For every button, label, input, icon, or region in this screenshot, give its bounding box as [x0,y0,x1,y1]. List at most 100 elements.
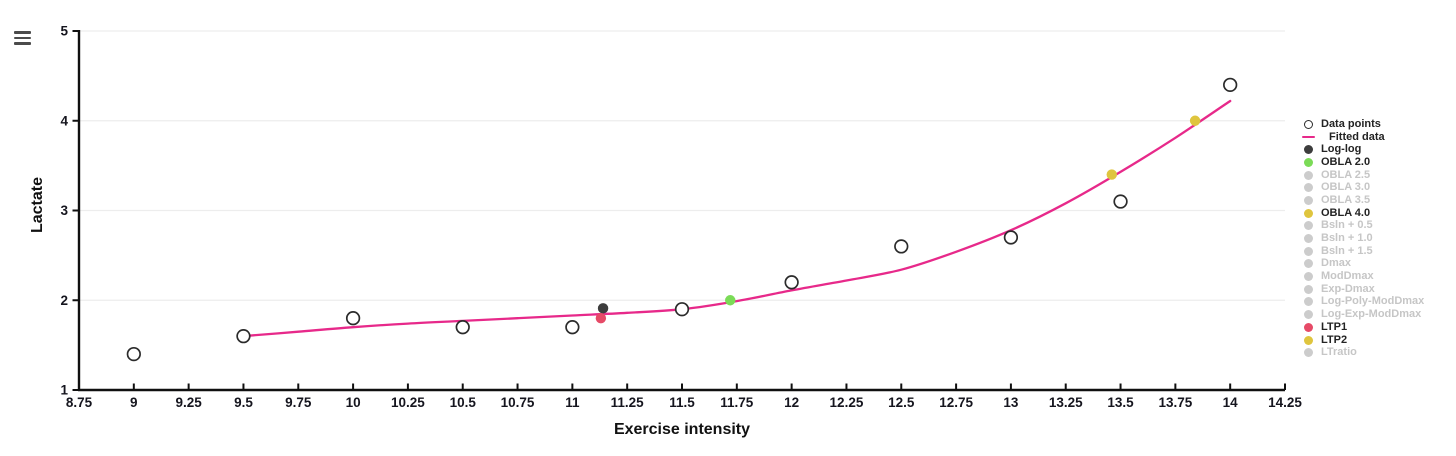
x-tick-label: 8.75 [66,395,93,410]
x-tick-label: 13 [1003,395,1019,410]
legend-item-log-log[interactable]: Log-log [1304,143,1424,156]
fitted-curve [242,99,1232,338]
legend-marker-bsln-1-5 [1304,246,1313,256]
x-tick-label: 13.75 [1158,395,1192,410]
legend-marker-bsln-1-0 [1304,234,1313,244]
legend-label: OBLA 3.5 [1321,193,1371,206]
data-point[interactable] [126,346,141,362]
threshold-markers [595,115,1201,324]
data-point[interactable] [455,320,470,335]
x-axis-ticks: 8.75 9 9.25 9.5 9.75 10 10.25 10.5 10.75 11 11.25 1… [66,383,1302,410]
data-point[interactable] [674,302,690,317]
hamburger-bar [14,36,31,40]
legend-item-dmax[interactable]: Dmax [1304,258,1424,271]
y-tick-label: 1 [60,383,68,398]
legend-marker-bsln-0-5 [1304,221,1313,231]
marker-log-log[interactable] [597,303,609,314]
x-tick-label: 12.75 [939,395,973,410]
chart-context-menu-icon[interactable] [14,31,32,45]
legend-item-bsln-0-5[interactable]: Bsln + 0.5 [1304,220,1424,233]
legend-label: OBLA 4.0 [1321,206,1371,219]
x-tick-label: 12 [784,395,799,410]
legend-item-obla-2-0[interactable]: OBLA 2.0 [1304,156,1424,169]
legend-item-obla-4-0[interactable]: OBLA 4.0 [1304,207,1424,220]
x-axis-title: Exercise intensity [613,421,751,438]
y-tick-label: 3 [60,203,68,218]
x-tick-label: 10.5 [450,395,477,410]
y-tick-label: 2 [60,293,68,308]
legend-marker-data-points [1304,119,1313,129]
legend-item-exp-dmax[interactable]: Exp-Dmax [1304,283,1424,296]
data-point[interactable] [784,275,799,290]
x-tick-label: 12.5 [888,395,915,410]
legend-marker-dmax [1304,259,1313,269]
marker-obla-2-0[interactable] [725,295,736,306]
legend-marker-ltratio [1304,348,1313,358]
x-tick-label: 10.75 [501,395,535,410]
x-tick-label: 11 [565,395,580,410]
data-point[interactable] [565,320,580,335]
legend-marker-log-poly-moddmax [1304,297,1313,307]
x-tick-label: 10.25 [391,395,425,410]
x-tick-label: 9.75 [285,395,312,410]
legend-item-bsln-1-5[interactable]: Bsln + 1.5 [1304,245,1424,258]
y-tick-label: 5 [60,24,68,39]
legend-label: Data points [1321,117,1381,130]
legend-item-ltratio[interactable]: LTratio [1304,346,1424,359]
x-tick-label: 10 [346,395,361,410]
legend-item-ltp2[interactable]: LTP2 [1304,334,1424,347]
data-point[interactable] [894,239,909,254]
gridlines [79,30,1285,301]
legend-label: Log-Poly-ModDmax [1321,295,1425,308]
x-tick-label: 9.25 [175,395,202,410]
legend-label: Exp-Dmax [1321,282,1375,295]
legend-item-obla-3-0[interactable]: OBLA 3.0 [1304,181,1424,194]
legend-item-bsln-1-0[interactable]: Bsln + 1.0 [1304,232,1424,245]
y-axis-ticks: 1 2 3 4 5 [60,24,79,398]
legend-label: Bsln + 1.5 [1321,244,1373,257]
legend-label: ModDmax [1321,270,1374,283]
legend-label: Fitted data [1329,130,1385,143]
data-points [126,77,1238,362]
legend-item-log-poly-moddmax[interactable]: Log-Poly-ModDmax [1304,296,1424,309]
x-tick-label: 14 [1223,395,1239,410]
legend-item-data-points[interactable]: Data points [1304,118,1424,131]
legend-item-ltp1[interactable]: LTP1 [1304,321,1424,334]
legend-marker-log-exp-moddmax [1304,310,1313,320]
y-tick-label: 4 [60,113,68,128]
legend-marker-moddmax [1304,272,1313,282]
legend-item-log-exp-moddmax[interactable]: Log-Exp-ModDmax [1304,308,1424,321]
x-tick-label: 9.5 [234,395,253,410]
legend-item-obla-2-5[interactable]: OBLA 2.5 [1304,169,1424,182]
legend-marker-log-log [1304,145,1313,155]
x-tick-label: 13.5 [1107,395,1134,410]
legend-marker-ltp1 [1304,322,1313,332]
legend: Data points Fitted data Log-log OBLA 2.0 OBL… [1302,118,1424,359]
data-point[interactable] [1223,77,1238,92]
marker-obla-4-0[interactable] [1189,115,1201,126]
legend-marker-obla-2-5 [1304,170,1313,180]
legend-label: OBLA 3.0 [1321,181,1371,194]
hamburger-bar [14,31,31,34]
legend-marker-obla-3-0 [1304,183,1313,193]
legend-item-moddmax[interactable]: ModDmax [1304,270,1424,283]
legend-label: LTP1 [1321,320,1348,333]
legend-marker-obla-3-5 [1304,195,1313,205]
legend-item-fitted-data[interactable]: Fitted data [1302,130,1424,144]
data-point[interactable] [236,329,251,344]
legend-label: OBLA 2.5 [1321,168,1371,181]
marker-ltp2[interactable] [1106,169,1117,180]
data-point[interactable] [1003,230,1019,245]
x-tick-label: 12.25 [830,395,864,410]
x-tick-label: 14.25 [1268,395,1302,410]
legend-label: OBLA 2.0 [1321,155,1371,168]
legend-marker-ltp2 [1304,335,1313,345]
x-tick-label: 11.5 [669,395,695,410]
legend-label: LTratio [1321,346,1357,359]
legend-item-obla-3-5[interactable]: OBLA 3.5 [1304,194,1424,207]
legend-label: LTP2 [1321,333,1348,346]
marker-ltp1[interactable] [595,313,607,324]
data-point[interactable] [1113,194,1128,209]
data-point[interactable] [345,311,361,326]
